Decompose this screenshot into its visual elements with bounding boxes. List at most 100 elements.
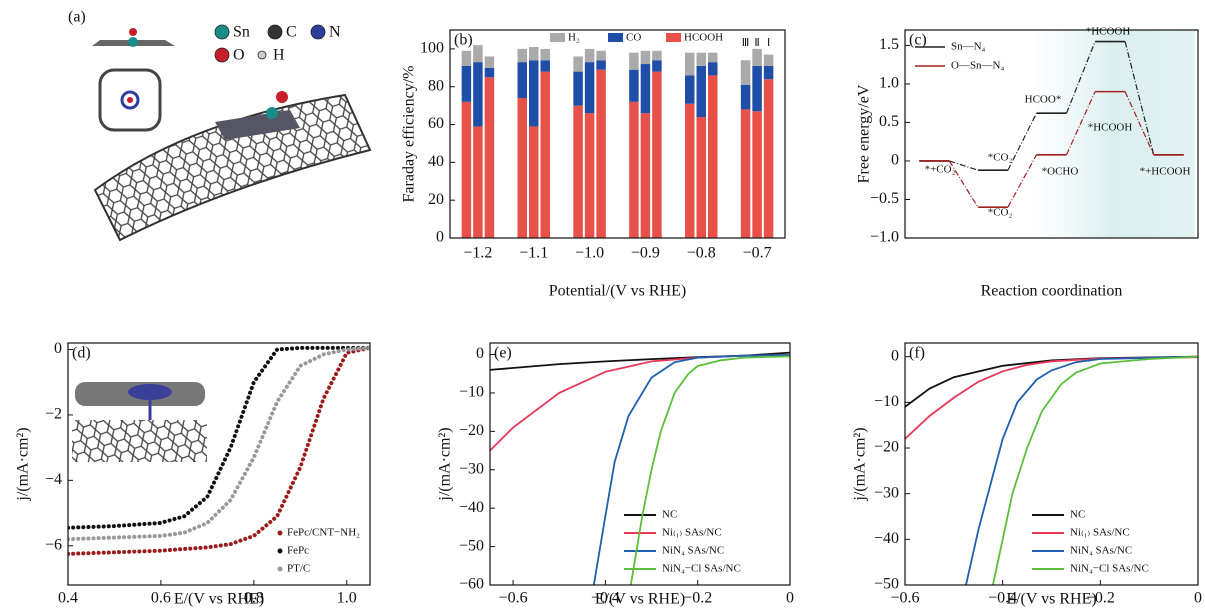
- bar-segment: [741, 85, 751, 110]
- x-axis-label: Reaction coordination: [981, 283, 1123, 300]
- annotation: *CO₂: [988, 207, 1013, 219]
- bar-segment: [541, 60, 551, 71]
- legend-label: NC: [662, 509, 677, 521]
- series-line: [905, 357, 1198, 407]
- panel-label: (a): [68, 9, 86, 26]
- annotation: HCOO*: [1025, 94, 1062, 106]
- bar-label: Ⅲ: [742, 37, 750, 49]
- y-tick-label: −2: [45, 406, 62, 423]
- bar-segment: [641, 51, 651, 64]
- bar-segment: [741, 109, 751, 238]
- bar-segment: [462, 51, 472, 66]
- bar-segment: [529, 60, 539, 126]
- bar-segment: [685, 104, 695, 238]
- y-axis-label: j/(mA·cm²): [15, 427, 32, 501]
- atom-swatch: [311, 25, 325, 39]
- bar-segment: [641, 113, 651, 238]
- legend-label: NiN₄ SAs/NC: [662, 545, 724, 557]
- bar-label: Ⅱ: [754, 37, 759, 49]
- bar-segment: [473, 126, 483, 238]
- bar-segment: [541, 72, 551, 238]
- bar-segment: [596, 60, 606, 69]
- bar-segment: [518, 49, 528, 62]
- x-tick-label: −0.9: [631, 245, 660, 262]
- x-tick-label: −0.2: [683, 590, 712, 607]
- y-tick-label: −60: [459, 576, 484, 593]
- bar-segment: [518, 62, 528, 98]
- legend-swatch: [550, 33, 565, 42]
- y-axis-label: j/(mA·cm²): [437, 427, 454, 501]
- y-tick-label: −20: [874, 439, 899, 456]
- bar-segment: [764, 66, 774, 79]
- y-tick-label: −20: [459, 422, 484, 439]
- panel-label: (d): [72, 345, 91, 362]
- y-tick-label: −10: [459, 384, 484, 401]
- bar-segment: [596, 51, 606, 60]
- bar-segment: [641, 64, 651, 113]
- bar-segment: [708, 75, 718, 238]
- bar-segment: [485, 56, 495, 67]
- bar-segment: [652, 72, 662, 238]
- bar-segment: [585, 49, 595, 62]
- panel-label: (b): [454, 32, 473, 49]
- atom-swatch: [215, 25, 229, 39]
- y-tick-label: −30: [459, 460, 484, 477]
- legend-label: HCOOH: [684, 32, 723, 44]
- legend-label: FePc/CNT−NH₂: [287, 527, 360, 539]
- bar-segment: [473, 62, 483, 126]
- legend-label: NiN₄−Cl SAs/NC: [662, 563, 741, 575]
- y-tick-label: 0.5: [879, 113, 899, 130]
- legend-label: Sn—N₄: [951, 41, 986, 53]
- y-tick-label: 0: [54, 340, 62, 357]
- y-tick-label: 40: [428, 153, 444, 170]
- panel-label: (f): [909, 345, 925, 362]
- y-tick-label: −40: [459, 499, 484, 516]
- bar-segment: [629, 70, 639, 102]
- bar-segment: [741, 60, 751, 85]
- panel-label: (c): [909, 32, 927, 49]
- x-axis-label: E/(V vs RHE): [595, 591, 685, 608]
- bar-segment: [573, 106, 583, 238]
- legend-marker: [278, 531, 283, 536]
- y-tick-label: 1.5: [879, 36, 899, 53]
- x-tick-label: 1.0: [337, 590, 357, 607]
- legend-swatch: [666, 33, 681, 42]
- bar-segment: [752, 111, 762, 238]
- bar-segment: [529, 47, 539, 60]
- x-tick-label: −0.8: [687, 245, 716, 262]
- bar-segment: [708, 62, 718, 75]
- x-tick-label: −0.6: [499, 590, 528, 607]
- bar-segment: [629, 53, 639, 70]
- bar-segment: [697, 66, 707, 117]
- bar-segment: [752, 66, 762, 111]
- annotation: *OCHO: [1042, 166, 1079, 178]
- atom-label: H: [273, 47, 285, 64]
- legend-label: FePc: [287, 545, 309, 557]
- y-tick-label: −50: [459, 537, 484, 554]
- y-tick-label: −0.5: [870, 190, 899, 207]
- x-tick-label: −1.2: [463, 245, 492, 262]
- panel: −60−50−40−30−20−100−0.6−0.4−0.20E/(V vs …: [437, 343, 794, 608]
- y-axis-label: j/(mA·cm²): [852, 427, 869, 501]
- x-axis-label: E/(V vs RHE): [1006, 591, 1096, 608]
- panel-label: (e): [494, 345, 512, 362]
- bar-segment: [518, 98, 528, 238]
- plot-frame: [450, 30, 785, 238]
- x-tick-label: 0: [1194, 590, 1202, 607]
- atom: [128, 37, 138, 47]
- bar-label: Ⅰ: [767, 37, 770, 49]
- bar-segment: [473, 45, 483, 62]
- y-tick-label: −4: [45, 471, 62, 488]
- bar-segment: [752, 49, 762, 66]
- bar-segment: [764, 79, 774, 238]
- atom-swatch: [268, 25, 282, 39]
- y-tick-label: −30: [874, 484, 899, 501]
- y-tick-label: 20: [428, 191, 444, 208]
- x-axis-label: E/(V vs RHE): [174, 591, 264, 608]
- y-tick-label: 0: [891, 347, 899, 364]
- y-tick-label: −40: [874, 530, 899, 547]
- series-line: [490, 355, 790, 451]
- atom: [276, 91, 288, 103]
